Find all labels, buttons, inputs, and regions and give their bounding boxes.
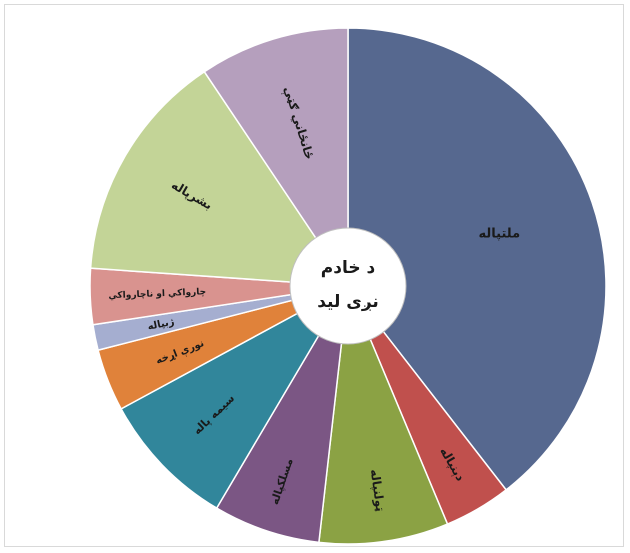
center-label-line-2: نږی لید [317,292,379,312]
slice-3 [318,283,449,545]
slice-9 [89,70,350,287]
center-label-line-1: د خادم [321,258,376,278]
slice-10 [203,27,349,289]
slice-5 [120,284,351,510]
slice-label-1: ملتپاله [479,227,521,242]
slice-label-8: چارواکي او ناچارواکي [108,287,206,301]
slice-label-7: ژبپاله [147,316,176,332]
slice-4 [215,285,349,544]
center-hole [289,227,407,345]
slice-1 [347,27,607,491]
slices-group [89,27,607,545]
chart-frame: ملتپاله دېنپاله ټولنپاله مسلکپاله سیمه پاله ن… [4,4,624,547]
